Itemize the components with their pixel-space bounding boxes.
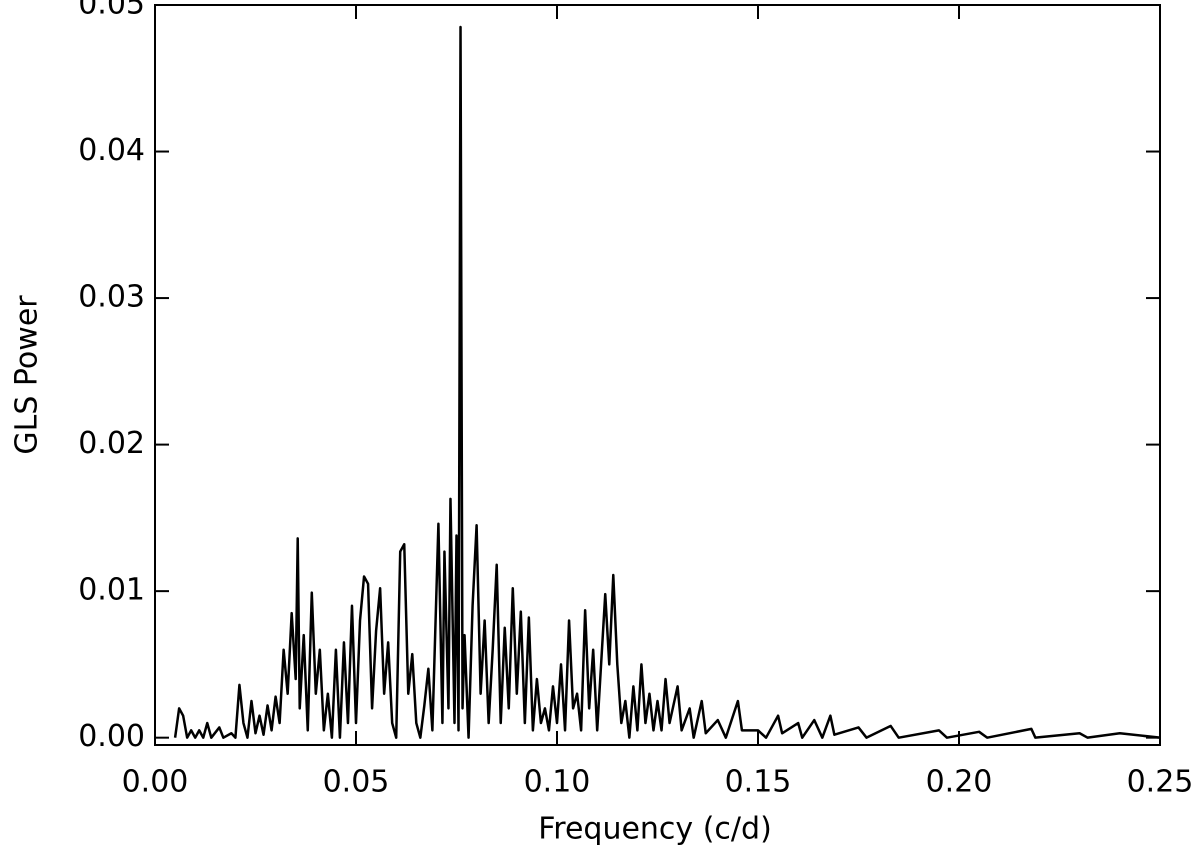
y-tick-label: 0.03 [78, 280, 145, 315]
y-tick-label: 0.04 [78, 133, 145, 168]
y-tick-label: 0.05 [78, 0, 145, 22]
x-tick-label: 0.15 [725, 765, 792, 800]
x-tick-label: 0.20 [926, 765, 993, 800]
y-axis-label: GLS Power [10, 295, 45, 455]
y-tick-label: 0.00 [78, 719, 145, 754]
x-tick-label: 0.00 [122, 765, 189, 800]
y-tick-label: 0.01 [78, 573, 145, 608]
plot-frame [154, 4, 1161, 746]
x-tick-label: 0.25 [1127, 765, 1194, 800]
data-line [173, 25, 1161, 739]
x-tick-label: 0.05 [323, 765, 390, 800]
x-tick-label: 0.10 [524, 765, 591, 800]
x-axis-label: Frequency (c/d) [538, 812, 772, 847]
y-tick-label: 0.02 [78, 426, 145, 461]
